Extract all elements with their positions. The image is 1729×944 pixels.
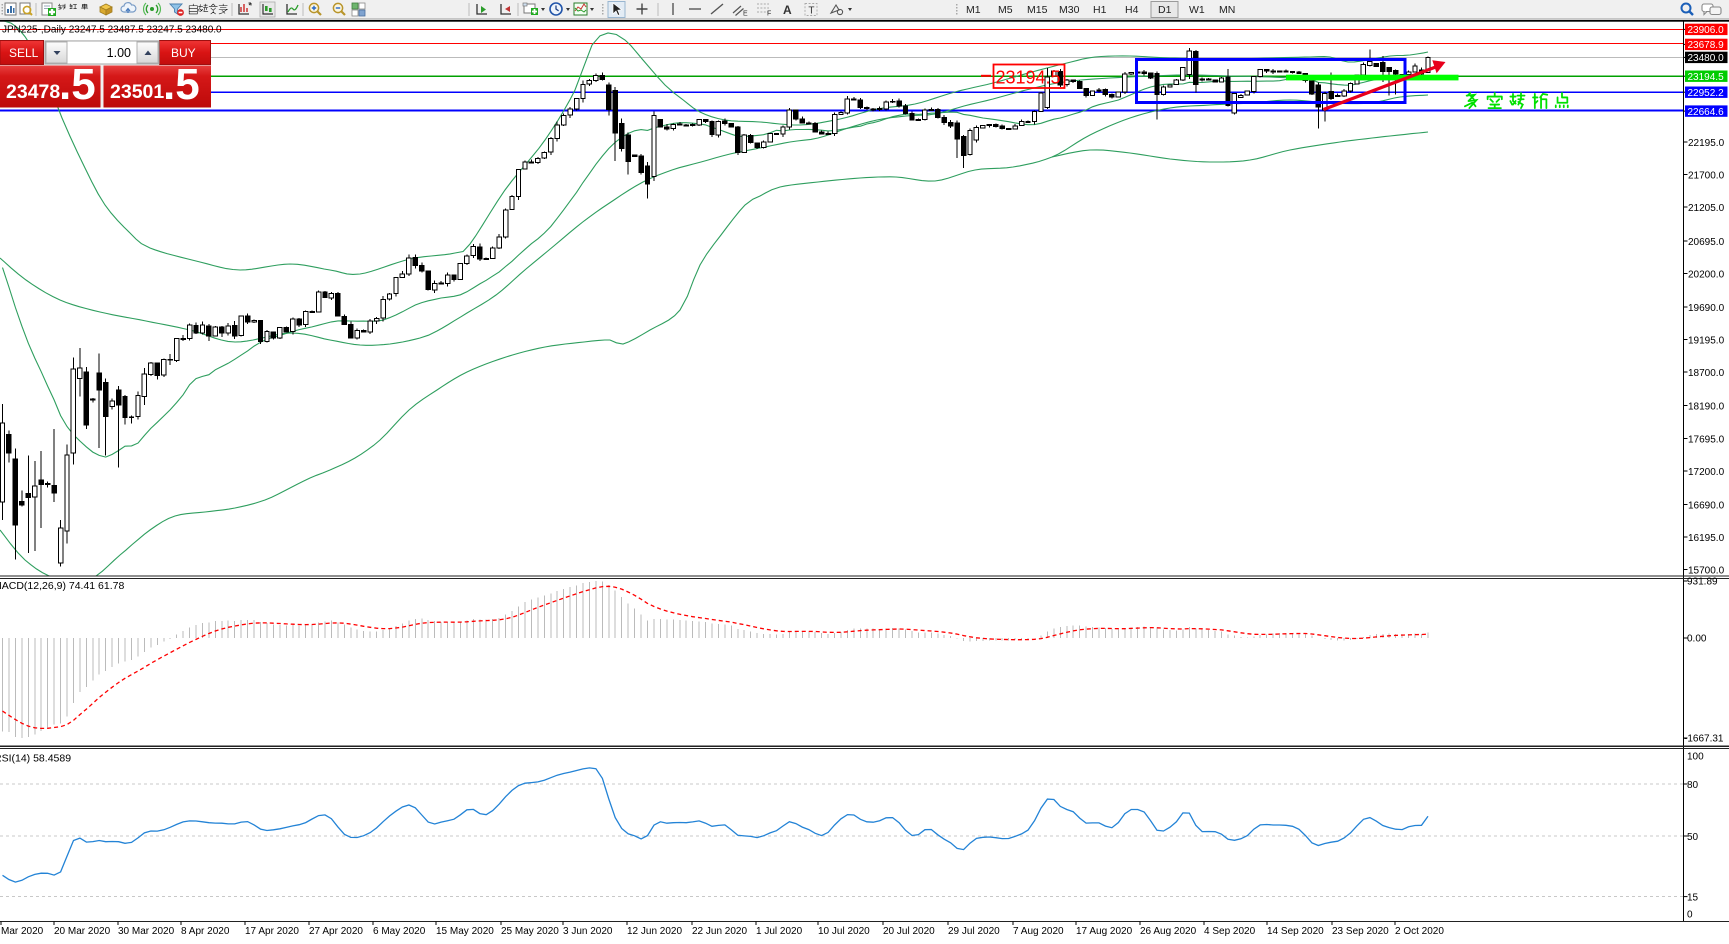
svg-text:SELL: SELL xyxy=(9,46,39,60)
svg-text:M1: M1 xyxy=(966,4,981,16)
svg-text:17695.0: 17695.0 xyxy=(1688,434,1725,445)
svg-text:7 Aug 2020: 7 Aug 2020 xyxy=(1013,926,1064,937)
svg-text:22 Jun 2020: 22 Jun 2020 xyxy=(692,926,747,937)
svg-text:10 Jul 2020: 10 Jul 2020 xyxy=(818,926,870,937)
svg-text:27 Apr 2020: 27 Apr 2020 xyxy=(309,926,363,937)
svg-text:T: T xyxy=(808,6,814,17)
svg-text:20 Mar 2020: 20 Mar 2020 xyxy=(54,926,111,937)
svg-text:E: E xyxy=(743,11,748,18)
svg-text:18700.0: 18700.0 xyxy=(1688,368,1725,379)
svg-text:26 Aug 2020: 26 Aug 2020 xyxy=(1140,926,1197,937)
svg-text:6 May 2020: 6 May 2020 xyxy=(373,926,426,937)
svg-text:23 Sep 2020: 23 Sep 2020 xyxy=(1332,926,1389,937)
svg-text:BUY: BUY xyxy=(171,46,196,60)
svg-text:16195.0: 16195.0 xyxy=(1688,533,1725,544)
svg-text:23678.9: 23678.9 xyxy=(1688,40,1725,51)
svg-text:50: 50 xyxy=(1687,832,1699,843)
svg-text:17 Aug 2020: 17 Aug 2020 xyxy=(1076,926,1133,937)
svg-text:18190.0: 18190.0 xyxy=(1688,402,1725,413)
svg-text:14 Sep 2020: 14 Sep 2020 xyxy=(1267,926,1324,937)
svg-text:23194.5: 23194.5 xyxy=(996,68,1061,88)
svg-text:MACD(12,26,9) 74.41 61.78: MACD(12,26,9) 74.41 61.78 xyxy=(0,580,124,592)
svg-text:8 Apr 2020: 8 Apr 2020 xyxy=(181,926,230,937)
svg-text:20695.0: 20695.0 xyxy=(1688,237,1725,248)
svg-text:23906.0: 23906.0 xyxy=(1688,25,1725,36)
svg-text:RSI(14) 58.4589: RSI(14) 58.4589 xyxy=(0,753,71,765)
svg-text:23480.0: 23480.0 xyxy=(1688,53,1725,64)
svg-text:17 Apr 2020: 17 Apr 2020 xyxy=(245,926,299,937)
svg-text:M30: M30 xyxy=(1059,4,1080,16)
svg-text:.5: .5 xyxy=(59,60,96,109)
svg-text:30 Mar 2020: 30 Mar 2020 xyxy=(118,926,175,937)
svg-text:22195.0: 22195.0 xyxy=(1688,138,1725,149)
svg-text:MN: MN xyxy=(1219,4,1235,16)
svg-text:21700.0: 21700.0 xyxy=(1688,171,1725,182)
svg-text:19690.0: 19690.0 xyxy=(1688,303,1725,314)
svg-text:29 Jul 2020: 29 Jul 2020 xyxy=(948,926,1000,937)
svg-text:M5: M5 xyxy=(998,4,1013,16)
svg-text:0: 0 xyxy=(1687,910,1693,921)
svg-text:0.00: 0.00 xyxy=(1687,634,1707,645)
svg-text:W1: W1 xyxy=(1189,4,1205,16)
svg-text:23478: 23478 xyxy=(6,81,60,103)
svg-text:A: A xyxy=(783,3,792,17)
svg-text:23501: 23501 xyxy=(110,81,164,103)
svg-text:H4: H4 xyxy=(1125,4,1139,16)
svg-text:19195.0: 19195.0 xyxy=(1688,336,1725,347)
svg-text:15 May 2020: 15 May 2020 xyxy=(436,926,494,937)
svg-text:-1667.31: -1667.31 xyxy=(1684,734,1724,745)
svg-text:Mar 2020: Mar 2020 xyxy=(1,926,44,937)
svg-text:22664.6: 22664.6 xyxy=(1688,107,1725,118)
svg-text:17200.0: 17200.0 xyxy=(1688,467,1725,478)
svg-text:F: F xyxy=(767,11,771,18)
svg-text:H1: H1 xyxy=(1093,4,1107,16)
svg-text:20 Jul 2020: 20 Jul 2020 xyxy=(883,926,935,937)
svg-text:25 May 2020: 25 May 2020 xyxy=(501,926,559,937)
svg-text:80: 80 xyxy=(1687,780,1699,791)
svg-text:12 Jun 2020: 12 Jun 2020 xyxy=(627,926,682,937)
svg-text:20200.0: 20200.0 xyxy=(1688,269,1725,280)
svg-text:D1: D1 xyxy=(1158,4,1172,16)
svg-text:15700.0: 15700.0 xyxy=(1688,566,1725,577)
svg-text:21205.0: 21205.0 xyxy=(1688,203,1725,214)
svg-text:M15: M15 xyxy=(1027,4,1048,16)
svg-text:1 Jul 2020: 1 Jul 2020 xyxy=(756,926,803,937)
svg-text:22952.2: 22952.2 xyxy=(1688,88,1725,99)
svg-text:23194.5: 23194.5 xyxy=(1688,72,1725,83)
svg-text:15: 15 xyxy=(1687,893,1699,904)
svg-text:.5: .5 xyxy=(163,60,200,109)
svg-text:2 Oct 2020: 2 Oct 2020 xyxy=(1395,926,1444,937)
svg-text:100: 100 xyxy=(1687,752,1704,763)
svg-text:4 Sep 2020: 4 Sep 2020 xyxy=(1204,926,1256,937)
svg-text:JPN225-,Daily 23247.5 23487.5: JPN225-,Daily 23247.5 23487.5 23247.5 23… xyxy=(2,25,222,36)
svg-text:1.00: 1.00 xyxy=(107,46,131,60)
svg-text:931.89: 931.89 xyxy=(1687,577,1718,588)
svg-text:3 Jun 2020: 3 Jun 2020 xyxy=(563,926,613,937)
svg-text:16690.0: 16690.0 xyxy=(1688,500,1725,511)
